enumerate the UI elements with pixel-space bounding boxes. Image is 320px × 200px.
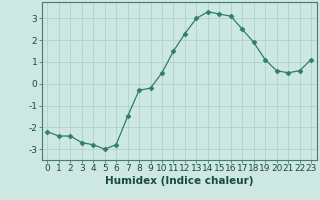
X-axis label: Humidex (Indice chaleur): Humidex (Indice chaleur) xyxy=(105,176,253,186)
